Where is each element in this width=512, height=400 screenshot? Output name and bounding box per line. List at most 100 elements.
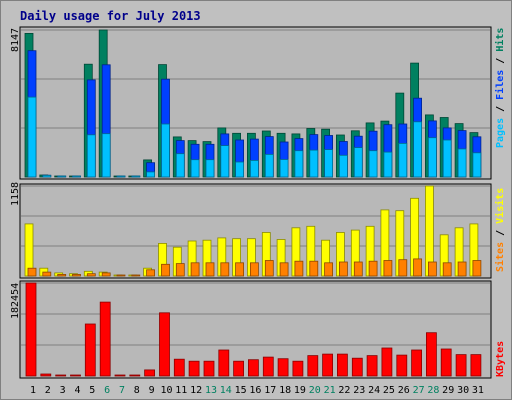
bot-bar-kbytes-22 bbox=[336, 353, 348, 377]
bot-bar-kbytes-12 bbox=[188, 360, 200, 377]
bot-bar-kbytes-27 bbox=[411, 349, 423, 377]
mid-bar-sites-1 bbox=[27, 267, 37, 277]
bot-bar-kbytes-9 bbox=[144, 369, 156, 377]
mid-bar-sites-21 bbox=[324, 262, 334, 277]
mid-bar-sites-20 bbox=[309, 260, 319, 277]
bot-bar-kbytes-23 bbox=[351, 357, 363, 377]
mid-bar-sites-4 bbox=[72, 273, 81, 277]
day-label-17: 17 bbox=[264, 385, 276, 396]
day-label-9: 9 bbox=[149, 385, 155, 396]
top-bar-pages-23 bbox=[353, 147, 363, 178]
bot-bar-kbytes-18 bbox=[277, 358, 289, 377]
bot-bar-kbytes-3 bbox=[55, 374, 67, 377]
top-bar-pages-8 bbox=[131, 175, 141, 178]
day-label-27: 27 bbox=[413, 385, 425, 396]
mid-bar-sites-16 bbox=[249, 262, 259, 277]
day-label-20: 20 bbox=[309, 385, 321, 396]
top-bar-pages-22 bbox=[338, 154, 348, 178]
mid-bar-sites-22 bbox=[338, 261, 348, 277]
bot-bar-kbytes-24 bbox=[366, 355, 378, 377]
mid-legend: Sites / Visits bbox=[494, 188, 506, 272]
bot-bar-kbytes-26 bbox=[396, 354, 408, 377]
bot-bar-kbytes-31 bbox=[470, 354, 482, 377]
top-bar-pages-10 bbox=[161, 123, 170, 178]
mid-bar-sites-9 bbox=[146, 269, 156, 277]
bot-bar-kbytes-5 bbox=[84, 323, 96, 377]
top-bar-pages-16 bbox=[249, 159, 259, 178]
top-max-label: 8147 bbox=[10, 28, 21, 52]
mid-bar-sites-10 bbox=[161, 263, 170, 277]
top-bar-pages-26 bbox=[398, 142, 408, 178]
bot-bar-kbytes-16 bbox=[247, 359, 259, 377]
top-bar-pages-30 bbox=[457, 148, 467, 178]
top-bar-pages-31 bbox=[472, 152, 482, 178]
day-label-4: 4 bbox=[74, 385, 80, 396]
day-label-28: 28 bbox=[427, 385, 439, 396]
mid-bar-sites-13 bbox=[205, 262, 215, 277]
day-label-14: 14 bbox=[220, 385, 232, 396]
bot-bar-kbytes-28 bbox=[425, 332, 437, 377]
top-bar-pages-18 bbox=[279, 159, 289, 178]
day-label-16: 16 bbox=[249, 385, 261, 396]
top-bar-pages-20 bbox=[309, 149, 319, 178]
mid-bar-sites-19 bbox=[294, 260, 304, 277]
bot-bar-kbytes-19 bbox=[292, 360, 304, 377]
mid-max-label: 1158 bbox=[10, 182, 21, 206]
top-bar-pages-15 bbox=[235, 161, 245, 178]
mid-bar-sites-15 bbox=[235, 262, 245, 277]
bot-bar-kbytes-10 bbox=[159, 312, 170, 377]
day-label-5: 5 bbox=[89, 385, 95, 396]
top-bar-pages-13 bbox=[205, 159, 215, 178]
top-bar-pages-24 bbox=[368, 150, 378, 178]
bot-bar-kbytes-7 bbox=[114, 374, 126, 377]
top-bar-pages-2 bbox=[42, 174, 52, 178]
bot-panel bbox=[19, 280, 492, 379]
top-bar-pages-29 bbox=[442, 139, 452, 178]
bot-bar-kbytes-29 bbox=[440, 348, 452, 377]
chart-title: Daily usage for July 2013 bbox=[20, 9, 201, 23]
day-label-18: 18 bbox=[279, 385, 291, 396]
day-label-11: 11 bbox=[175, 385, 187, 396]
top-bar-pages-12 bbox=[190, 159, 200, 178]
day-label-6: 6 bbox=[104, 385, 110, 396]
top-bar-pages-25 bbox=[383, 151, 393, 178]
bot-bar-kbytes-11 bbox=[173, 358, 185, 377]
bot-bar-kbytes-20 bbox=[307, 355, 319, 377]
bot-bar-kbytes-13 bbox=[203, 360, 215, 377]
mid-bar-sites-28 bbox=[427, 261, 437, 277]
mid-bar-sites-14 bbox=[220, 262, 230, 277]
mid-bar-sites-8 bbox=[131, 274, 141, 277]
day-labels: 1 2 3 4 5 6 7 8 9 10 11 12 13 14 15 16 17 18 19 20 21 22 23 24 2… bbox=[30, 385, 484, 396]
bot-legend: KBytes bbox=[495, 341, 506, 377]
top-bar-pages-3 bbox=[57, 175, 67, 178]
top-bar-pages-21 bbox=[324, 149, 334, 178]
bot-bar-kbytes-4 bbox=[70, 374, 81, 377]
bot-bar-kbytes-21 bbox=[322, 353, 334, 377]
mid-bar-sites-18 bbox=[279, 262, 289, 277]
mid-bar-sites-7 bbox=[116, 274, 126, 277]
top-bar-pages-28 bbox=[427, 137, 437, 178]
top-bar-pages-4 bbox=[72, 175, 81, 178]
bot-bar-kbytes-17 bbox=[262, 356, 274, 377]
day-label-25: 25 bbox=[383, 385, 395, 396]
day-label-10: 10 bbox=[160, 385, 172, 396]
mid-bar-sites-27 bbox=[413, 258, 423, 277]
bot-bar-kbytes-1 bbox=[25, 282, 37, 377]
bot-bar-kbytes-25 bbox=[381, 347, 393, 377]
day-label-23: 23 bbox=[353, 385, 365, 396]
top-bar-pages-9 bbox=[146, 171, 156, 178]
mid-bar-sites-25 bbox=[383, 260, 393, 277]
mid-bar-sites-3 bbox=[57, 273, 67, 277]
bot-bar-kbytes-2 bbox=[40, 373, 52, 377]
day-label-8: 8 bbox=[134, 385, 140, 396]
mid-bar-sites-17 bbox=[264, 260, 274, 277]
top-bar-pages-27 bbox=[413, 121, 423, 178]
bot-bar-kbytes-30 bbox=[455, 354, 467, 377]
day-label-24: 24 bbox=[368, 385, 380, 396]
mid-bar-sites-12 bbox=[190, 262, 200, 277]
bot-max-label: 182454 bbox=[10, 283, 21, 319]
bot-bar-kbytes-14 bbox=[218, 349, 230, 377]
day-label-30: 30 bbox=[457, 385, 469, 396]
bot-bar-kbytes-15 bbox=[233, 360, 245, 377]
